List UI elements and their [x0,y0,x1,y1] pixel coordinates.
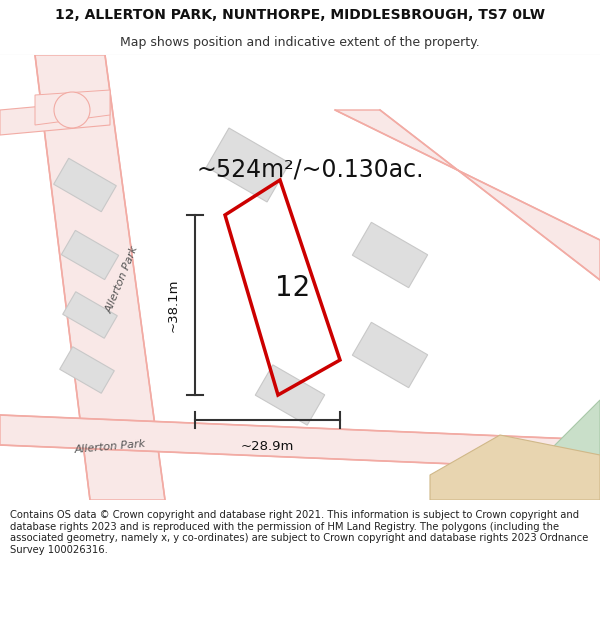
Polygon shape [61,231,119,279]
Polygon shape [430,435,600,500]
Text: Map shows position and indicative extent of the property.: Map shows position and indicative extent… [120,36,480,49]
Text: Allerton Park: Allerton Park [74,439,146,455]
Polygon shape [35,90,110,125]
Polygon shape [60,347,114,393]
Polygon shape [255,365,325,425]
Polygon shape [352,322,428,388]
Text: Allerton Park: Allerton Park [104,245,140,315]
Polygon shape [0,100,110,135]
Polygon shape [53,158,116,212]
Polygon shape [500,400,600,500]
Polygon shape [206,128,290,202]
Polygon shape [35,55,165,500]
Polygon shape [335,110,600,280]
Polygon shape [352,222,428,288]
Text: ~28.9m: ~28.9m [241,440,294,453]
Text: 12, ALLERTON PARK, NUNTHORPE, MIDDLESBROUGH, TS7 0LW: 12, ALLERTON PARK, NUNTHORPE, MIDDLESBRO… [55,8,545,22]
Text: Contains OS data © Crown copyright and database right 2021. This information is : Contains OS data © Crown copyright and d… [10,510,588,555]
Polygon shape [63,292,117,338]
Text: ~38.1m: ~38.1m [166,278,179,332]
Text: 12: 12 [275,274,310,301]
Polygon shape [0,415,600,470]
Circle shape [54,92,90,128]
Text: ~524m²/~0.130ac.: ~524m²/~0.130ac. [196,158,424,182]
